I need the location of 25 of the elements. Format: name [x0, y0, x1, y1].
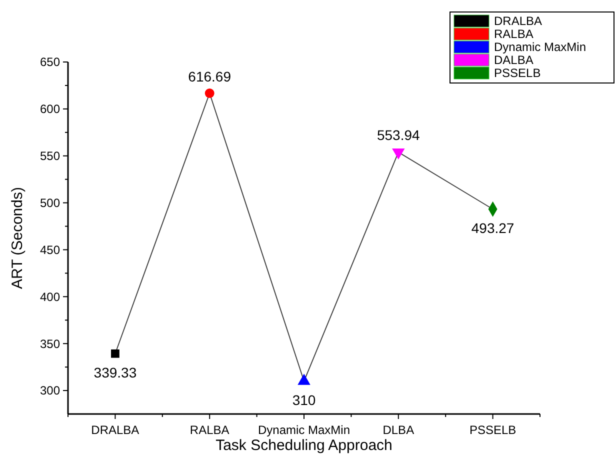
y-tick-label: 450: [40, 242, 60, 257]
legend-label: DRALBA: [494, 14, 542, 28]
y-tick-label: 650: [40, 55, 60, 70]
y-tick-label: 600: [40, 102, 60, 116]
data-label: 339.33: [94, 364, 137, 381]
y-axis-title: ART (Seconds): [9, 187, 26, 289]
data-label: 553.94: [376, 127, 420, 144]
x-tick-label: RALBA: [190, 423, 230, 437]
y-tick-label: 500: [40, 196, 60, 210]
legend-label: DALBA: [494, 53, 534, 68]
data-label: 616.69: [188, 68, 232, 84]
legend-label: Dynamic MaxMin: [494, 40, 586, 54]
x-tick-label: Dynamic MaxMin: [258, 423, 350, 437]
y-tick-label: 550: [40, 149, 60, 164]
x-tick-label: PSSELB: [469, 423, 516, 437]
data-label: 493.27: [471, 220, 514, 236]
legend-label: PSSELB: [494, 66, 541, 80]
y-tick-label: 350: [40, 336, 60, 351]
y-tick-label: 300: [40, 384, 60, 398]
x-tick-label: DRALBA: [91, 423, 140, 437]
legend-label: RALBA: [494, 27, 534, 42]
data-label: 310: [292, 392, 316, 408]
x-tick-label: DLBA: [382, 423, 414, 437]
x-axis-title: Task Scheduling Approach: [216, 437, 392, 454]
y-tick-label: 400: [40, 290, 60, 304]
